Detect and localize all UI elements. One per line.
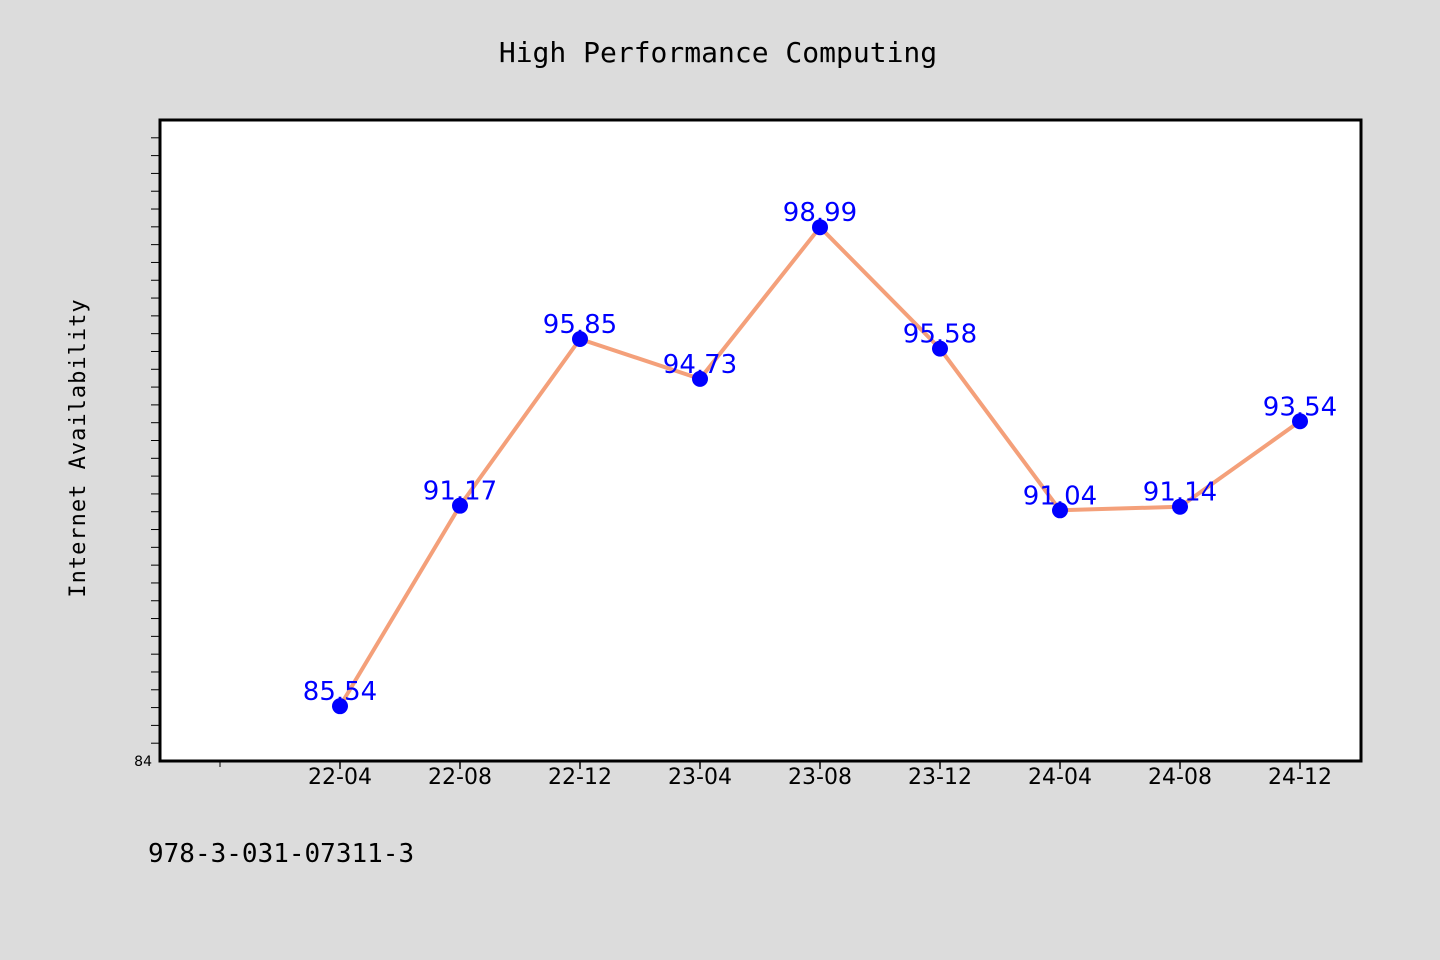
data-label: 93.54 — [1263, 392, 1337, 422]
y-tick-label: 84 — [134, 754, 152, 770]
x-tick-label: 22-04 — [308, 765, 372, 790]
data-point[interactable] — [452, 497, 468, 514]
data-label: 95.58 — [903, 320, 977, 350]
data-label: 94.73 — [663, 350, 737, 380]
data-point[interactable] — [332, 698, 348, 715]
x-tick-label: 22-08 — [428, 765, 492, 790]
footnote-isbn: 978-3-031-07311-3 — [148, 839, 414, 869]
y-axis-label: Internet Availability — [66, 298, 91, 597]
x-tick-label: 23-08 — [788, 765, 852, 790]
series-layer: 85.54 91.17 95.85 94.73 98.99 95.58 91.04 91.14… — [303, 198, 1337, 715]
data-point[interactable] — [572, 331, 588, 348]
y-axis-ticks: 84 — [134, 137, 160, 770]
data-point[interactable] — [692, 370, 708, 387]
plot-frame — [158, 118, 1363, 763]
data-label: 91.14 — [1143, 478, 1217, 508]
data-label: 85.54 — [303, 677, 377, 707]
data-point[interactable] — [1052, 502, 1068, 519]
x-tick-label: 24-04 — [1028, 765, 1092, 790]
x-tick-label: 24-12 — [1268, 765, 1332, 790]
plot-area — [160, 120, 1361, 761]
data-point[interactable] — [1292, 413, 1308, 430]
x-tick-label: 23-04 — [668, 765, 732, 790]
x-tick-label: 22-12 — [548, 765, 612, 790]
data-label: 95.85 — [543, 310, 617, 340]
x-tick-label: 24-08 — [1148, 765, 1212, 790]
data-label: 91.17 — [423, 477, 497, 507]
x-tick-label: 23-12 — [908, 765, 972, 790]
data-label: 98.99 — [783, 198, 857, 228]
data-point[interactable] — [932, 340, 948, 357]
data-point[interactable] — [1172, 498, 1188, 515]
data-label: 91.04 — [1023, 481, 1097, 511]
chart-title: High Performance Computing — [499, 36, 937, 69]
data-point[interactable] — [812, 219, 828, 236]
x-axis-ticks: 22-04 22-08 22-12 23-04 23-08 23-12 24-04 24-08… — [219, 761, 1332, 790]
